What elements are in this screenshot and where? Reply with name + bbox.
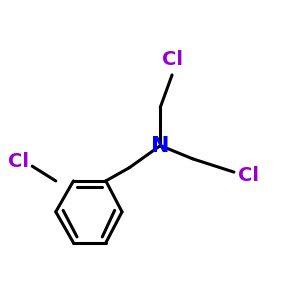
Text: Cl: Cl bbox=[8, 152, 29, 171]
Text: Cl: Cl bbox=[238, 166, 259, 184]
Text: N: N bbox=[151, 136, 169, 156]
Text: Cl: Cl bbox=[162, 50, 183, 69]
